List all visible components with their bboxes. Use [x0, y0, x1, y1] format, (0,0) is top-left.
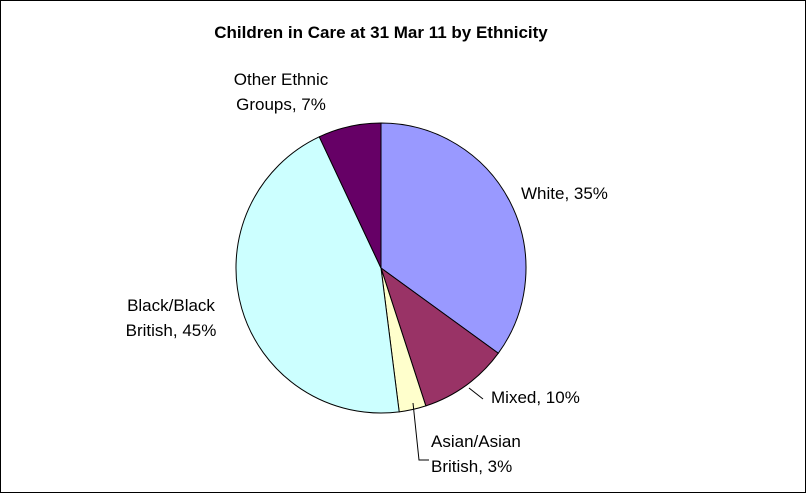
slice-label-3: Black/Black British, 45% [126, 296, 217, 340]
pie-slice-4 [318, 122, 382, 269]
slice-label-1: Mixed, 10% [491, 388, 580, 407]
slice-label-4: Other Ethnic Groups, 7% [234, 70, 329, 114]
slice-label-0: White, 35% [521, 184, 608, 203]
leader-line-1 [468, 387, 484, 400]
slice-label-2: Asian/Asian British, 3% [431, 432, 521, 476]
chart-title: Children in Care at 31 Mar 11 by Ethnici… [214, 23, 548, 42]
pie-slice-3 [235, 136, 400, 414]
leader-line-2 [412, 402, 429, 461]
pie-slice-1 [380, 266, 500, 407]
pie-slice-0 [380, 122, 527, 354]
